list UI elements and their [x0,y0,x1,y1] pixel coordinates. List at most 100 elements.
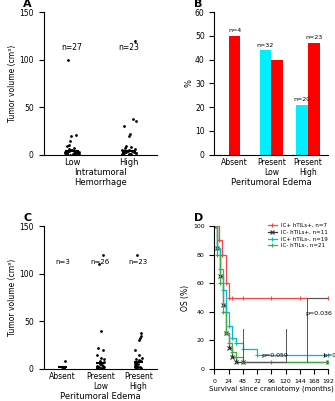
Text: n=26: n=26 [91,259,110,265]
Point [126,147,132,153]
Point [130,115,136,122]
Point [133,37,138,44]
Point [64,150,70,156]
Point [65,148,70,154]
Point [66,147,72,154]
Point [67,138,73,145]
Point [124,143,129,150]
Point [136,337,141,344]
Text: p=0.036: p=0.036 [306,311,333,316]
Point [69,133,74,139]
Point [100,251,106,258]
Bar [271,60,283,155]
Point [60,364,65,370]
Point [128,150,133,157]
Point [64,143,69,150]
Text: B: B [194,0,202,9]
Point [100,347,106,353]
X-axis label: Peritumoral Edema: Peritumoral Edema [60,393,141,401]
Point [121,147,126,154]
Point [139,355,144,362]
Point [100,363,105,369]
Point [138,332,143,339]
Y-axis label: OS (%): OS (%) [181,284,190,311]
Point [134,251,139,258]
Y-axis label: Tumor volume (cm³): Tumor volume (cm³) [8,259,16,336]
Point [120,150,125,156]
Text: n=3: n=3 [55,259,70,265]
Legend: IC+ hTILs+, n=7, IC- hTILs+, n=11, IC+ hTILs-, n=19, IC- hTILs-, n=21: IC+ hTILs+, n=7, IC- hTILs+, n=11, IC+ h… [268,223,328,248]
Point [135,363,140,370]
Point [97,358,103,365]
Point [94,365,99,372]
Point [125,148,131,154]
Point [97,361,102,367]
Y-axis label: Tumor volume (cm³): Tumor volume (cm³) [8,45,16,122]
Point [121,150,127,156]
Point [67,151,73,158]
Point [133,363,138,369]
Point [132,359,137,365]
Point [94,363,99,369]
Point [73,151,78,157]
Point [119,146,125,153]
Point [98,365,104,371]
Point [66,146,72,152]
Point [136,351,141,358]
Point [134,362,139,369]
Point [76,151,81,158]
Point [61,365,67,371]
Point [132,347,138,353]
Point [62,358,68,365]
Text: n=23: n=23 [129,259,148,265]
Text: n=23: n=23 [119,43,139,52]
Point [98,328,104,334]
Text: n=32: n=32 [257,43,274,48]
Point [64,150,70,157]
Point [76,149,82,155]
Point [95,351,100,358]
X-axis label: Survival since craniotomy (months): Survival since craniotomy (months) [209,385,334,391]
Point [131,149,136,156]
Point [68,146,74,153]
Point [138,365,144,372]
Point [65,148,70,154]
Point [133,118,139,125]
Point [98,360,103,367]
Point [139,358,144,365]
Point [127,133,132,139]
Bar [308,43,320,155]
Point [96,261,102,267]
Point [63,150,68,156]
Text: n=23: n=23 [305,35,323,41]
Point [129,148,134,155]
Bar [260,50,271,155]
Point [120,149,126,155]
Point [133,150,139,156]
X-axis label: Intratumoral
Hemorrhage: Intratumoral Hemorrhage [74,168,127,187]
Point [136,357,142,364]
Point [72,149,78,156]
Text: n=20: n=20 [294,97,311,102]
Point [100,362,105,369]
Y-axis label: %: % [185,79,194,87]
Point [101,359,107,365]
Point [62,149,68,155]
Point [71,145,76,151]
Point [129,144,134,150]
Text: n=4: n=4 [228,28,241,33]
Point [100,365,106,371]
Point [102,363,107,370]
Point [120,151,125,157]
Point [133,356,139,363]
Text: ]p=0.13: ]p=0.13 [323,354,335,358]
Point [136,361,141,367]
Point [127,151,132,158]
Point [127,131,132,137]
Point [74,148,80,155]
Point [133,364,138,370]
Point [96,364,102,371]
Point [123,145,128,151]
Point [128,151,133,157]
Point [134,365,139,371]
